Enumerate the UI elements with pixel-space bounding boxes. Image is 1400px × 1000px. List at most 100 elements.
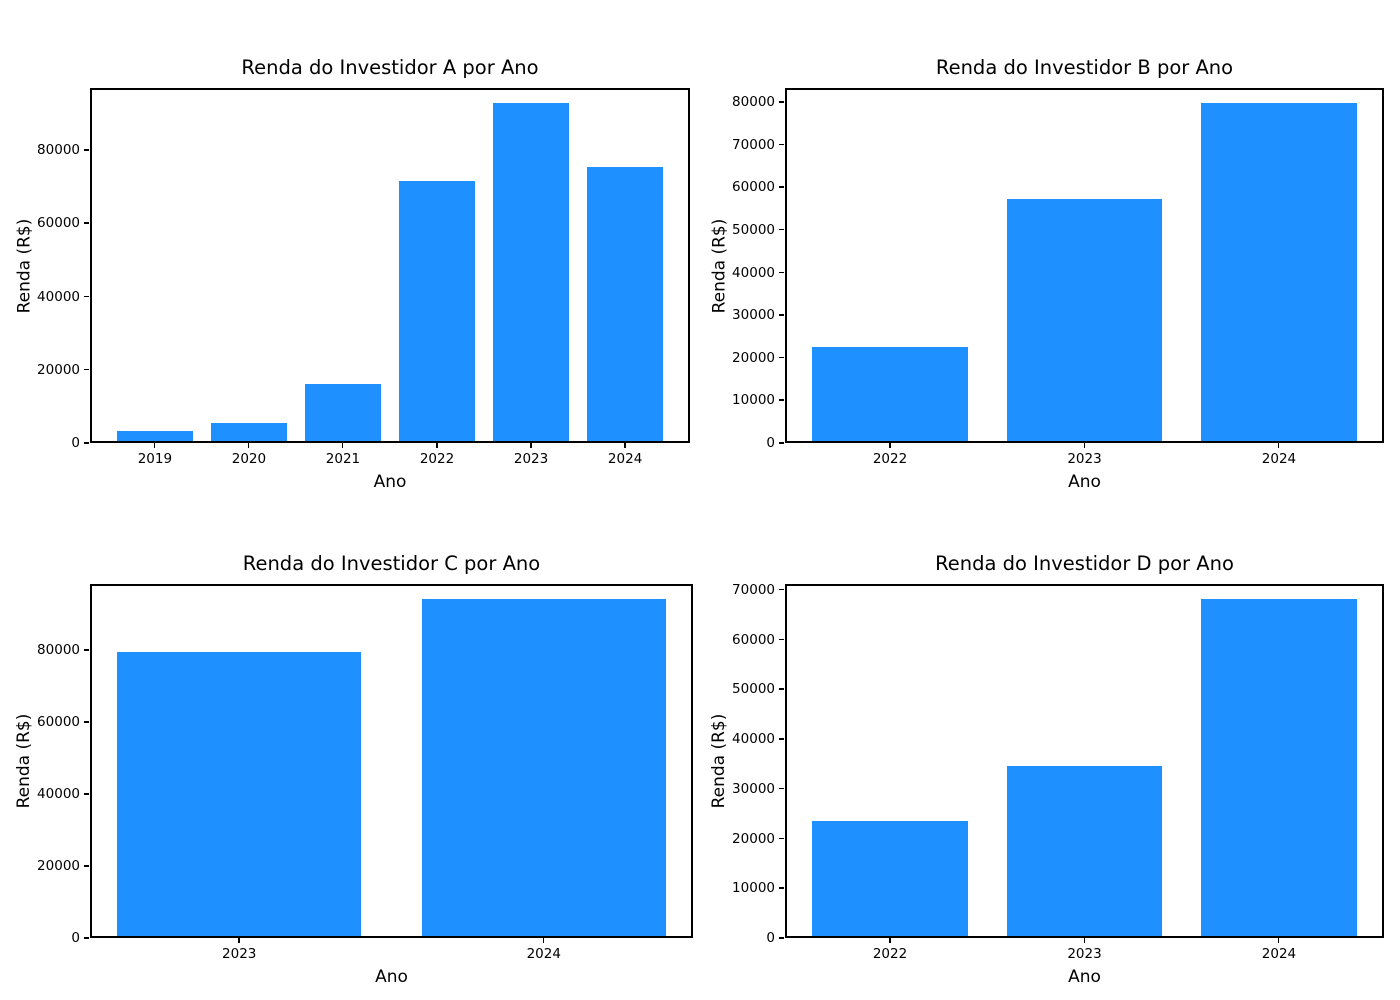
y-tick-label: 30000 [732,307,775,324]
y-tick-mark [779,738,784,740]
plot-area [90,584,693,938]
x-tick-label: 2022 [419,451,455,467]
y-tick-mark [779,688,784,690]
y-tick-label: 10000 [732,392,775,409]
x-tick-mark [624,443,626,448]
y-tick-mark [779,787,784,790]
x-tick-mark [1083,443,1085,448]
y-tick-label: 0 [71,930,80,946]
plot-area [785,584,1384,938]
x-axis-label: Ano [1068,967,1101,987]
bar [1201,598,1357,936]
y-tick-mark [779,271,784,274]
x-axis-label: Ano [375,967,408,987]
y-tick-label: 60000 [37,215,80,232]
x-tick-mark [238,938,240,943]
x-tick-label: 2020 [231,451,267,467]
x-tick-mark [436,443,438,448]
y-tick-label: 10000 [732,880,775,897]
x-tick-label: 2021 [325,451,361,467]
plot-area [785,88,1384,443]
x-tick-label: 2024 [1261,946,1297,962]
y-tick-mark [84,368,89,371]
y-tick-label: 20000 [732,830,775,847]
x-tick-label: 2022 [872,451,908,467]
y-tick-label: 20000 [732,349,775,366]
y-tick-mark [84,865,89,867]
y-tick-label: 0 [71,435,80,451]
x-axis-label: Ano [373,472,407,492]
y-tick-label: 0 [766,930,775,946]
y-tick-mark [779,356,784,359]
plot-area [90,88,690,443]
y-tick-mark [84,649,89,651]
y-axis-label: Renda (R$) [14,713,34,809]
x-tick-mark [153,443,156,448]
y-tick-mark [779,314,784,316]
y-tick-mark [84,793,89,795]
y-tick-label: 50000 [732,221,775,238]
y-tick-mark [779,837,784,840]
x-tick-mark [247,443,250,448]
y-tick-label: 40000 [37,288,80,305]
y-tick-mark [779,101,784,103]
y-axis-label: Renda (R$) [709,218,729,313]
x-tick-mark [341,443,344,448]
bar [1006,765,1163,936]
chart-title: Renda do Investidor D por Ano [935,552,1234,575]
y-tick-mark [779,887,784,889]
x-tick-mark [1083,938,1085,943]
x-tick-mark [1277,443,1280,448]
y-tick-label: 30000 [732,780,775,797]
x-tick-mark [1277,938,1280,943]
y-axis-label: Renda (R$) [14,218,34,313]
y-tick-label: 70000 [732,136,775,153]
y-tick-label: 20000 [37,858,80,875]
x-tick-label: 2023 [513,451,549,467]
y-tick-label: 80000 [732,94,775,111]
y-tick-mark [779,399,784,401]
x-tick-mark [889,443,891,448]
y-tick-label: 60000 [37,714,80,731]
x-tick-mark [530,443,532,448]
bar [211,423,287,441]
y-tick-mark [779,937,784,939]
bar [493,102,569,441]
y-tick-label: 70000 [732,581,775,598]
y-tick-label: 0 [766,435,775,451]
y-tick-mark [84,721,89,723]
x-tick-label: 2022 [872,946,908,962]
y-tick-label: 80000 [37,642,80,659]
x-tick-label: 2019 [137,451,173,467]
y-tick-mark [779,588,784,591]
chart-title: Renda do Investidor C por Ano [242,552,541,575]
x-tick-label: 2023 [1067,451,1102,467]
y-tick-mark [84,295,89,298]
y-tick-mark [84,149,89,151]
y-tick-mark [779,186,784,188]
x-tick-label: 2024 [526,946,561,962]
x-tick-mark [889,938,891,943]
y-tick-label: 60000 [732,631,775,648]
x-tick-mark [542,938,545,943]
x-tick-label: 2023 [1067,946,1102,962]
y-tick-label: 20000 [37,361,80,378]
y-tick-label: 40000 [732,731,775,748]
y-tick-label: 80000 [37,142,80,159]
bar [1006,198,1163,441]
bar [587,166,663,441]
chart-title: Renda do Investidor A por Ano [241,56,539,79]
y-tick-label: 40000 [732,264,775,281]
y-tick-label: 60000 [732,179,775,196]
y-axis-label: Renda (R$) [709,713,729,809]
y-tick-mark [84,442,89,444]
bar [812,347,968,441]
y-tick-mark [779,442,784,444]
bar [1201,103,1357,441]
y-tick-mark [779,228,784,231]
bar [305,384,381,441]
x-axis-label: Ano [1068,472,1101,492]
bar [117,430,193,441]
y-tick-mark [84,222,89,224]
